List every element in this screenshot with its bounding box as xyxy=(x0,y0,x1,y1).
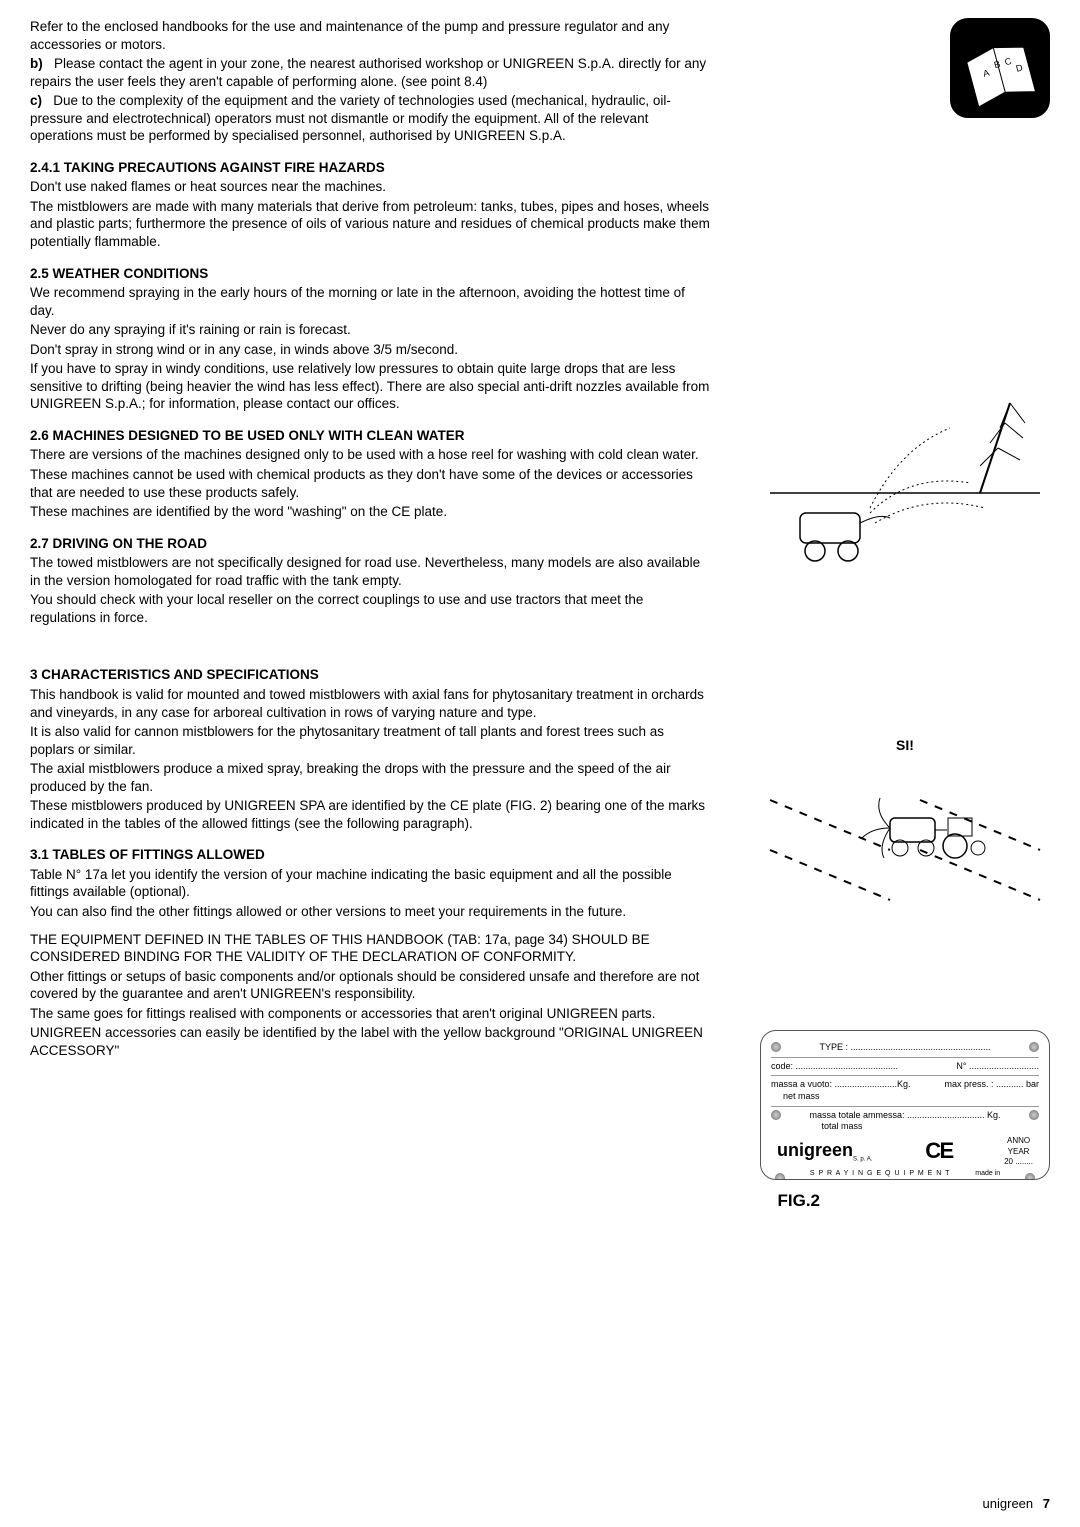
plate-made-in: made inItaly xyxy=(975,1169,1000,1180)
plate-row-type: TYPE : .................................… xyxy=(771,1039,1039,1058)
s3-p4: These mistblowers produced by UNIGREEN S… xyxy=(30,797,710,832)
s31-p2: You can also find the other fittings all… xyxy=(30,903,710,921)
si-svg xyxy=(760,740,1050,915)
s3-p3: The axial mistblowers produce a mixed sp… xyxy=(30,760,710,795)
s26-p2: These machines cannot be used with chemi… xyxy=(30,466,710,501)
bullet-c-label: c) xyxy=(30,93,42,108)
screw-icon xyxy=(771,1042,781,1052)
heading-3: 3 CHARACTERISTICS AND SPECIFICATIONS xyxy=(30,666,710,684)
heading-2-7: 2.7 DRIVING ON THE ROAD xyxy=(30,535,710,553)
s3-p2: It is also valid for cannon mistblowers … xyxy=(30,723,710,758)
s3-p1: This handbook is valid for mounted and t… xyxy=(30,686,710,721)
s26-p1: There are versions of the machines desig… xyxy=(30,446,710,464)
plate-year: ANNOYEAR20 ........ xyxy=(1004,1136,1033,1167)
bullet-c-text: Due to the complexity of the equipment a… xyxy=(30,93,671,143)
s26-p3: These machines are identified by the wor… xyxy=(30,503,710,521)
s241-p1: Don't use naked flames or heat sources n… xyxy=(30,178,710,196)
plate-row-addr: S P R A Y I N G E Q U I P M E N T via Ri… xyxy=(771,1167,1039,1180)
read-manual-icon: A B C D xyxy=(950,18,1050,118)
figure-column: A B C D xyxy=(730,18,1050,1513)
plate-code: code: ..................................… xyxy=(771,1061,898,1073)
plate-logo: unigreenS. p. A. xyxy=(777,1139,872,1164)
screw-icon xyxy=(1029,1042,1039,1052)
intro-c: c) Due to the complexity of the equipmen… xyxy=(30,92,710,145)
plate-type: TYPE : .................................… xyxy=(819,1042,990,1054)
footer-brand: unigreen xyxy=(983,1496,1034,1511)
plate-row-code: code: ..................................… xyxy=(771,1058,1039,1077)
manual-icon-svg: A B C D xyxy=(954,22,1046,114)
heading-2-4-1: 2.4.1 TAKING PRECAUTIONS AGAINST FIRE HA… xyxy=(30,159,710,177)
plate-massa-vuoto: massa a vuoto: .........................… xyxy=(771,1079,911,1102)
heading-2-6: 2.6 MACHINES DESIGNED TO BE USED ONLY WI… xyxy=(30,427,710,445)
wind-svg xyxy=(760,363,1050,578)
plate-massa-totale: massa totale ammessa: ..................… xyxy=(809,1110,1000,1133)
s241-p2: The mistblowers are made with many mater… xyxy=(30,198,710,251)
screw-icon xyxy=(775,1173,785,1180)
ce-plate: TYPE : .................................… xyxy=(760,1030,1050,1180)
wind-drift-diagram xyxy=(760,363,1050,578)
plate-row-mass: massa a vuoto: .........................… xyxy=(771,1076,1039,1106)
footer-page-number: 7 xyxy=(1043,1496,1050,1511)
screw-icon xyxy=(1029,1110,1039,1120)
si-label: SI! xyxy=(896,740,914,754)
s25-p1: We recommend spraying in the early hours… xyxy=(30,284,710,319)
s31-p5: The same goes for fittings realised with… xyxy=(30,1005,710,1023)
screw-icon xyxy=(1025,1173,1035,1180)
screw-icon xyxy=(771,1110,781,1120)
plate-n: N° ............................ xyxy=(956,1061,1039,1073)
bullet-b-text: Please contact the agent in your zone, t… xyxy=(30,56,706,89)
ce-mark-icon: C E xyxy=(925,1137,951,1166)
s27-p2: You should check with your local reselle… xyxy=(30,591,710,626)
intro-p1: Refer to the enclosed handbooks for the … xyxy=(30,18,710,53)
page-footer: unigreen 7 xyxy=(983,1496,1050,1513)
s27-p1: The towed mistblowers are not specifical… xyxy=(30,554,710,589)
bullet-b-label: b) xyxy=(30,56,43,71)
fig2-label: FIG.2 xyxy=(777,1190,820,1212)
plate-row-brand: unigreenS. p. A. C E ANNOYEAR20 ........ xyxy=(771,1136,1039,1167)
s31-p3: THE EQUIPMENT DEFINED IN THE TABLES OF T… xyxy=(30,931,710,966)
s25-p3: Don't spray in strong wind or in any cas… xyxy=(30,341,710,359)
s25-p2: Never do any spraying if it's raining or… xyxy=(30,321,710,339)
heading-2-5: 2.5 WEATHER CONDITIONS xyxy=(30,265,710,283)
correct-spray-diagram: SI! xyxy=(760,740,1050,915)
s31-p6: UNIGREEN accessories can easily be ident… xyxy=(30,1024,710,1059)
s25-p4: If you have to spray in windy conditions… xyxy=(30,360,710,413)
plate-max-press: max press. : ........... bar xyxy=(944,1079,1039,1102)
s31-p1: Table N° 17a let you identify the versio… xyxy=(30,866,710,901)
intro-b: b) Please contact the agent in your zone… xyxy=(30,55,710,90)
main-text-column: Refer to the enclosed handbooks for the … xyxy=(30,18,710,1513)
s31-p4: Other fittings or setups of basic compon… xyxy=(30,968,710,1003)
plate-address: S P R A Y I N G E Q U I P M E N T via Ri… xyxy=(810,1169,951,1180)
heading-3-1: 3.1 TABLES OF FITTINGS ALLOWED xyxy=(30,846,710,864)
page: Refer to the enclosed handbooks for the … xyxy=(30,18,1050,1513)
ce-plate-inner: TYPE : .................................… xyxy=(761,1031,1049,1179)
plate-row-total: massa totale ammessa: ..................… xyxy=(771,1107,1039,1136)
